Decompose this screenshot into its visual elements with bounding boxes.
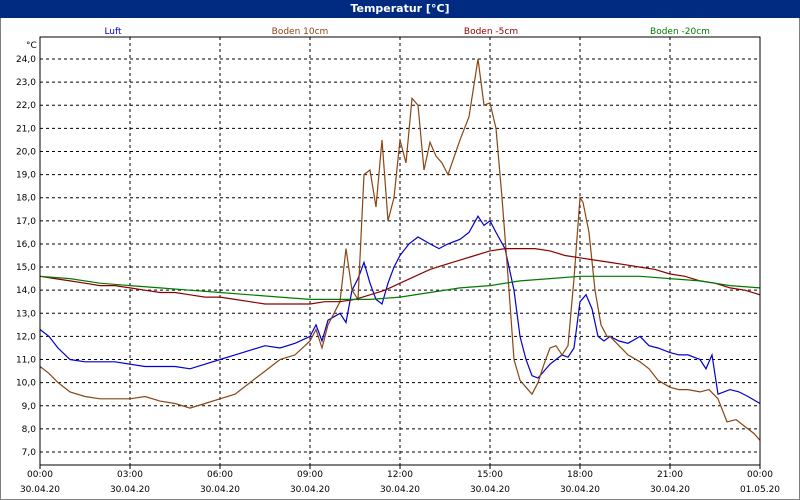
- x-tick-time-label: 06:00: [207, 470, 233, 480]
- series-line: [39, 275, 761, 300]
- x-tick-date-label: 30.04.20: [380, 485, 420, 495]
- y-tick-label: 22,0: [16, 101, 36, 111]
- y-axis-ticks: 7,0 8,0 9,0 10,0 11,0 12,0 13,0 14,0 15,0 16,0 17,…: [16, 55, 36, 458]
- y-tick-label: 24,0: [16, 55, 36, 65]
- y-tick-label: 18,0: [16, 194, 36, 204]
- y-tick-label: 19,0: [16, 171, 36, 181]
- x-tick-date-label: 30.04.20: [560, 485, 600, 495]
- x-tick-time-label: 15:00: [477, 470, 503, 480]
- legend-item: Boden 10cm: [272, 27, 329, 37]
- y-tick-label: 21,0: [16, 124, 36, 134]
- y-tick-label: 10,0: [16, 379, 36, 389]
- x-tick-date-label: 01.05.20: [740, 485, 780, 495]
- legend-item: Boden -20cm: [650, 27, 710, 37]
- x-tick-date-label: 30.04.20: [650, 485, 690, 495]
- series-line: [39, 248, 761, 305]
- legend: Luft Boden 10cm Boden -5cm Boden -20cm: [104, 27, 710, 37]
- y-tick-label: 8,0: [22, 425, 37, 435]
- x-tick-time-label: 12:00: [387, 470, 413, 480]
- series-line: [39, 215, 761, 405]
- y-tick-label: 20,0: [16, 147, 36, 157]
- series-line: [39, 58, 761, 441]
- x-tick-time-label: 00:00: [747, 470, 773, 480]
- x-tick-date-label: 30.04.20: [200, 485, 240, 495]
- y-tick-label: 14,0: [16, 286, 36, 296]
- plot-area-border: [39, 36, 761, 466]
- y-tick-label: 13,0: [16, 309, 36, 319]
- y-tick-label: 17,0: [16, 217, 36, 227]
- x-axis-ticks: 00:00 30.04.20 03:00 30.04.20 06:00 30.04.20 0…: [20, 465, 780, 495]
- x-tick-date-label: 30.04.20: [290, 485, 330, 495]
- x-tick-time-label: 18:00: [567, 470, 593, 480]
- y-tick-label: 11,0: [16, 356, 36, 366]
- chart-title: Temperatur [°C]: [0, 0, 800, 18]
- y-tick-label: 9,0: [22, 402, 37, 412]
- y-tick-label: 23,0: [16, 78, 36, 88]
- x-tick-time-label: 21:00: [657, 470, 683, 480]
- legend-item: Boden -5cm: [464, 27, 518, 37]
- series-lines: [39, 58, 761, 441]
- y-tick-label: 7,0: [22, 448, 37, 458]
- x-tick-time-label: 00:00: [27, 470, 53, 480]
- y-tick-label: 15,0: [16, 263, 36, 273]
- x-tick-date-label: 30.04.20: [20, 485, 60, 495]
- x-tick-date-label: 30.04.20: [110, 485, 150, 495]
- x-tick-date-label: 30.04.20: [470, 485, 510, 495]
- x-tick-time-label: 09:00: [297, 470, 323, 480]
- y-axis-unit-label: °C: [26, 41, 37, 51]
- y-tick-label: 12,0: [16, 332, 36, 342]
- grid: [40, 37, 760, 465]
- y-tick-label: 16,0: [16, 240, 36, 250]
- x-tick-time-label: 03:00: [117, 470, 143, 480]
- legend-item: Luft: [104, 27, 122, 37]
